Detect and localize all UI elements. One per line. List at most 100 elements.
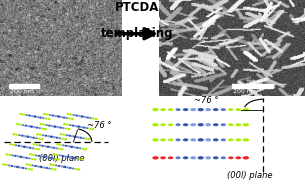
Circle shape [16,166,19,168]
Circle shape [67,145,70,147]
Circle shape [25,167,27,169]
Circle shape [235,138,241,141]
Circle shape [27,125,30,127]
Circle shape [40,138,44,140]
Circle shape [28,157,31,159]
Circle shape [75,115,78,117]
Circle shape [235,108,241,111]
Circle shape [36,133,39,135]
Circle shape [35,137,38,139]
Circle shape [66,117,68,119]
Circle shape [71,135,74,137]
Circle shape [198,108,204,111]
Circle shape [61,155,64,157]
Circle shape [41,145,44,147]
Circle shape [29,153,32,156]
Bar [232,84,273,88]
Circle shape [19,166,22,169]
Circle shape [8,154,11,156]
Circle shape [69,167,72,169]
Circle shape [92,118,95,120]
Circle shape [22,124,24,126]
Circle shape [81,158,84,160]
Circle shape [175,138,181,141]
Circle shape [57,158,60,160]
Circle shape [221,156,226,159]
Circle shape [190,123,196,126]
Circle shape [52,157,54,159]
Circle shape [48,125,51,127]
Circle shape [76,147,79,149]
Circle shape [40,155,43,157]
Circle shape [183,138,188,141]
Circle shape [85,138,88,140]
Text: PTCDA: PTCDA [115,1,160,14]
Circle shape [39,166,43,168]
Circle shape [41,128,44,130]
Circle shape [46,156,49,159]
Circle shape [28,164,31,166]
Circle shape [29,136,32,138]
Circle shape [33,115,37,118]
Circle shape [168,138,173,141]
Circle shape [19,124,22,126]
Text: (00l) plane: (00l) plane [39,154,85,163]
Circle shape [56,154,59,156]
Text: (00l) plane: (00l) plane [227,171,272,180]
Circle shape [78,115,81,117]
Circle shape [59,137,61,139]
Circle shape [37,165,40,168]
Circle shape [74,125,77,127]
Circle shape [49,146,52,148]
Circle shape [51,168,54,170]
Circle shape [183,108,188,111]
Circle shape [72,157,75,159]
Circle shape [46,146,50,148]
Circle shape [45,118,48,120]
Circle shape [198,156,204,160]
Circle shape [95,118,98,120]
Circle shape [31,158,34,160]
Circle shape [49,163,52,166]
Circle shape [81,148,84,150]
Circle shape [50,136,53,138]
Circle shape [160,156,166,159]
Circle shape [9,143,12,145]
Circle shape [26,163,29,166]
Circle shape [56,126,59,128]
Circle shape [53,125,57,128]
Circle shape [39,116,42,119]
Circle shape [14,155,17,157]
Circle shape [175,156,181,159]
Circle shape [31,164,34,166]
Circle shape [72,125,74,127]
Circle shape [17,145,20,147]
Circle shape [8,164,10,166]
Circle shape [228,138,233,141]
Circle shape [58,165,61,167]
Circle shape [68,118,71,120]
Text: ~76 °: ~76 ° [87,121,111,130]
Circle shape [221,108,226,111]
Circle shape [37,148,40,150]
Circle shape [47,135,50,137]
Circle shape [221,138,226,141]
Circle shape [33,126,36,128]
Circle shape [152,138,159,142]
Circle shape [24,125,27,127]
Circle shape [54,168,57,171]
Circle shape [36,116,39,118]
Circle shape [32,154,35,156]
Circle shape [42,166,45,169]
Circle shape [13,133,16,135]
Circle shape [175,108,181,111]
Circle shape [45,135,47,137]
Circle shape [22,156,25,159]
Circle shape [91,128,94,130]
Circle shape [57,115,60,118]
Text: 200 nm: 200 nm [10,89,34,94]
Circle shape [235,156,241,159]
Circle shape [53,153,56,156]
Circle shape [65,145,67,147]
Circle shape [25,157,28,159]
